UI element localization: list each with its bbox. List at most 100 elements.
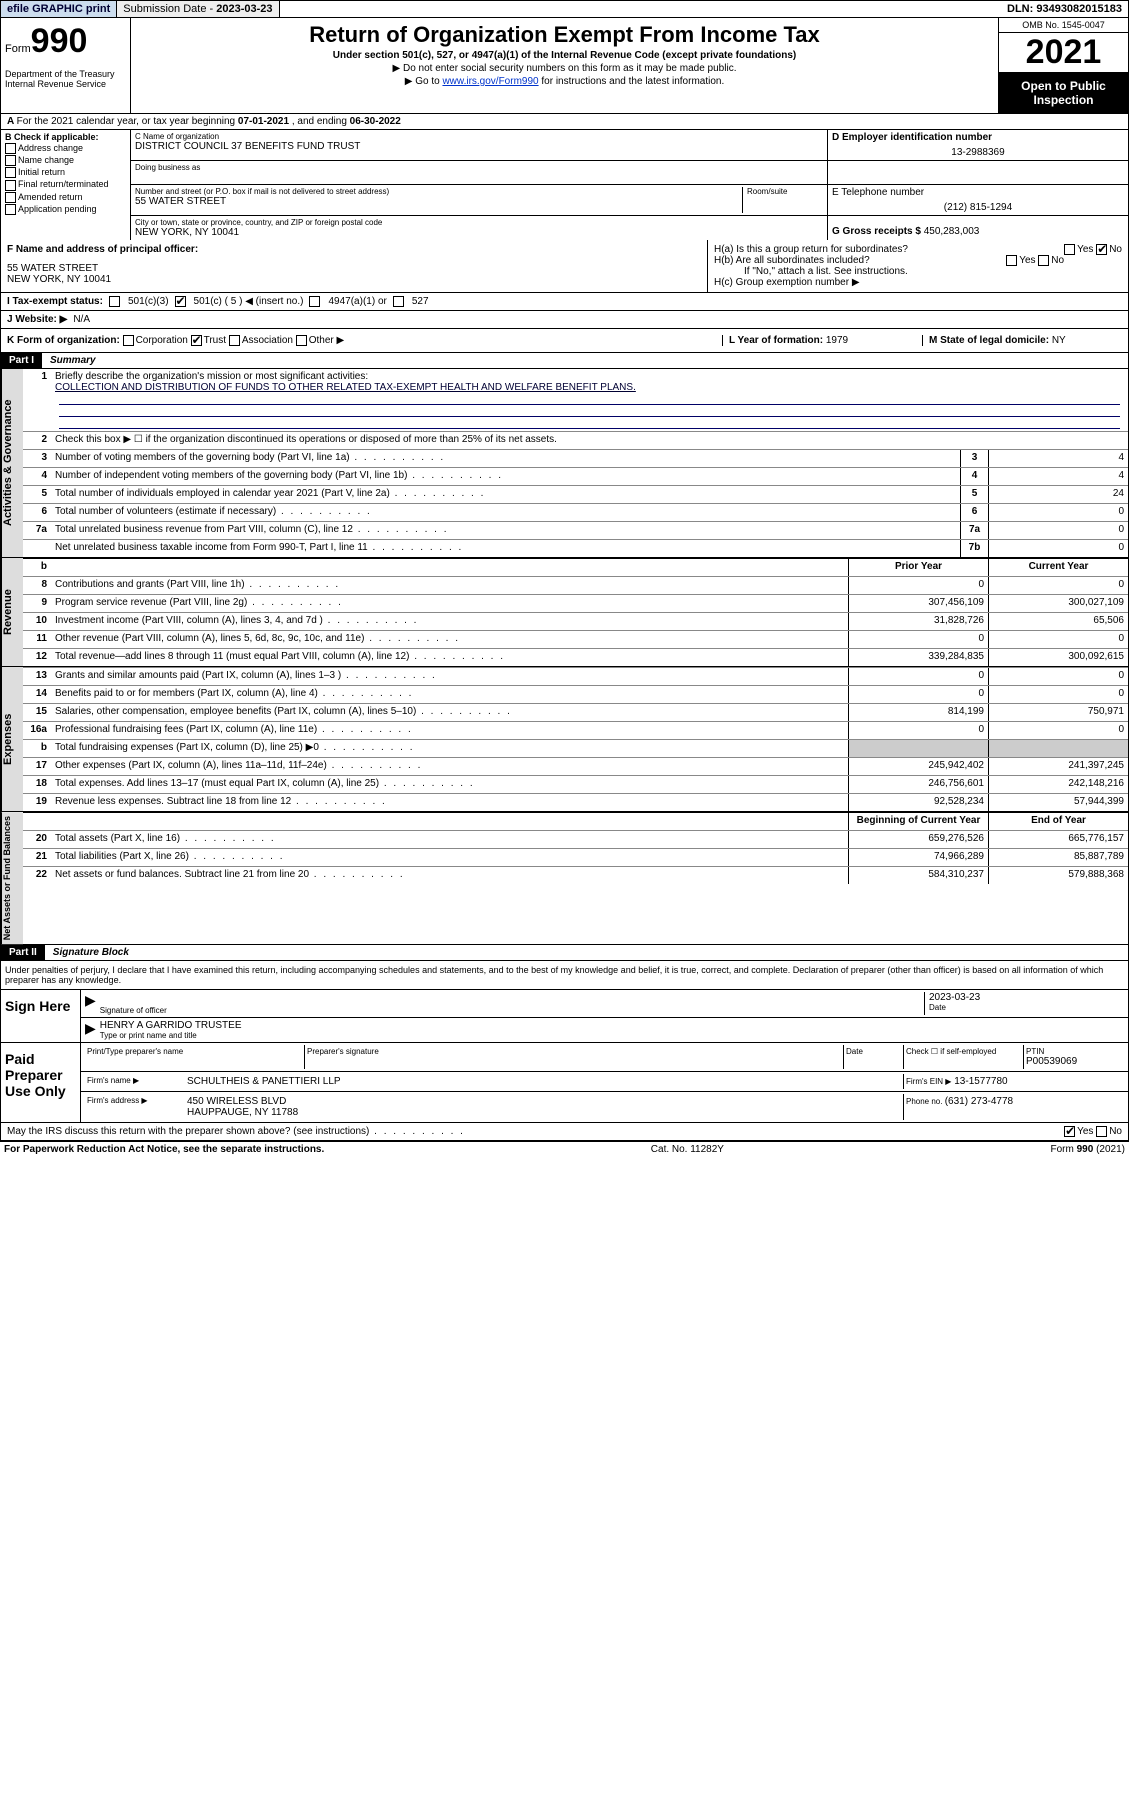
row-klm: K Form of organization: Corporation Trus… xyxy=(0,329,1129,353)
note-ssn: Do not enter social security numbers on … xyxy=(137,63,992,74)
ln-text: Total fundraising expenses (Part IX, col… xyxy=(51,740,848,757)
opt-501c: 501(c) ( 5 ) ◀ (insert no.) xyxy=(194,296,304,307)
prep-date-label: Date xyxy=(844,1045,904,1069)
org-name-label: C Name of organization xyxy=(135,132,823,141)
submission-date: 2023-03-23 xyxy=(216,3,272,15)
cb-initial-return[interactable]: Initial return xyxy=(5,167,126,178)
ln-current: 0 xyxy=(988,686,1128,703)
revenue-body: b Prior Year Current Year 8 Contribution… xyxy=(23,558,1128,666)
part-ii-title: Signature Block xyxy=(45,945,137,960)
ln-num: 15 xyxy=(23,704,51,721)
discuss-no-cb[interactable] xyxy=(1096,1126,1107,1137)
col-begin-hdr: Beginning of Current Year xyxy=(848,813,988,830)
opt-corp: Corporation xyxy=(136,335,188,346)
tel-value: (212) 815-1294 xyxy=(832,202,1124,213)
firm-name-label: Firm's name ▶ xyxy=(85,1074,185,1089)
firm-name: SCHULTHEIS & PANETTIERI LLP xyxy=(185,1074,904,1089)
ln-num: 5 xyxy=(23,486,51,503)
tax-year: 2021 xyxy=(999,33,1128,73)
table-row: 7a Total unrelated business revenue from… xyxy=(23,521,1128,539)
k-form-org: K Form of organization: Corporation Trus… xyxy=(7,335,722,346)
ein-label: D Employer identification number xyxy=(832,132,1124,143)
ein-spacer xyxy=(828,161,1128,184)
sign-body: ▶ Signature of officer 2023-03-23 Date ▶… xyxy=(81,990,1128,1042)
row-a-mid: , and ending xyxy=(289,116,350,127)
ln-num: 4 xyxy=(23,468,51,485)
ha-no-cb[interactable] xyxy=(1096,244,1107,255)
cb-assoc[interactable] xyxy=(229,335,240,346)
ln-current: 0 xyxy=(988,722,1128,739)
cb-final-return[interactable]: Final return/terminated xyxy=(5,179,126,190)
table-row: 16a Professional fundraising fees (Part … xyxy=(23,721,1128,739)
q2-text: Check this box ▶ ☐ if the organization d… xyxy=(51,432,1128,449)
col-cd: C Name of organization DISTRICT COUNCIL … xyxy=(131,130,1128,240)
section-bcd: B Check if applicable: Address change Na… xyxy=(0,130,1129,240)
omb-number: OMB No. 1545-0047 xyxy=(999,18,1128,33)
ln-text: Total number of individuals employed in … xyxy=(51,486,960,503)
j-label: J Website: ▶ xyxy=(7,314,67,325)
firm-addr2: HAUPPAUGE, NY 11788 xyxy=(187,1107,901,1118)
ln-text: Total number of volunteers (estimate if … xyxy=(51,504,960,521)
group-return: H(a) Is this a group return for subordin… xyxy=(708,240,1128,292)
cb-label: Initial return xyxy=(18,167,65,177)
ln-current: 750,971 xyxy=(988,704,1128,721)
cb-other[interactable] xyxy=(296,335,307,346)
firm-ein-label: Firm's EIN ▶ xyxy=(906,1077,951,1086)
row-i: I Tax-exempt status: 501(c)(3) 501(c) ( … xyxy=(0,293,1129,311)
ein-value: 13-2988369 xyxy=(832,147,1124,158)
ln-current: 0 xyxy=(988,577,1128,594)
ty-begin: 07-01-2021 xyxy=(238,116,289,127)
hb-yes-cb[interactable] xyxy=(1006,255,1017,266)
ln-num: 21 xyxy=(23,849,51,866)
officer-addr2: NEW YORK, NY 10041 xyxy=(7,274,701,285)
sig-officer-label: Signature of officer xyxy=(100,1006,924,1015)
ln-prior: 74,966,289 xyxy=(848,849,988,866)
cb-amended[interactable]: Amended return xyxy=(5,192,126,203)
paid-preparer-label: Paid Preparer Use Only xyxy=(1,1043,81,1122)
ln-text: Total revenue—add lines 8 through 11 (mu… xyxy=(51,649,848,666)
table-row: 6 Total number of volunteers (estimate i… xyxy=(23,503,1128,521)
ln-prior xyxy=(848,740,988,757)
prep-row-1: Print/Type preparer's name Preparer's si… xyxy=(81,1043,1128,1072)
cb-label: Application pending xyxy=(18,204,97,214)
ln-prior: 245,942,402 xyxy=(848,758,988,775)
cb-527[interactable] xyxy=(393,296,404,307)
perjury-statement: Under penalties of perjury, I declare th… xyxy=(0,961,1129,990)
efile-print-button[interactable]: efile GRAPHIC print xyxy=(1,1,117,17)
ln-prior: 0 xyxy=(848,577,988,594)
cb-501c3[interactable] xyxy=(109,296,120,307)
dln-value: 93493082015183 xyxy=(1036,3,1122,15)
ha-yes-cb[interactable] xyxy=(1064,244,1075,255)
cb-4947[interactable] xyxy=(309,296,320,307)
hb-no-cb[interactable] xyxy=(1038,255,1049,266)
ln-current: 241,397,245 xyxy=(988,758,1128,775)
cb-corp[interactable] xyxy=(123,335,134,346)
opt-501c3: 501(c)(3) xyxy=(128,296,169,307)
part-i-title: Summary xyxy=(42,353,104,368)
net-body: Beginning of Current Year End of Year 20… xyxy=(23,812,1128,944)
ln-box: 6 xyxy=(960,504,988,521)
hc-row: H(c) Group exemption number ▶ xyxy=(714,277,1122,288)
form-number: Form990 xyxy=(5,22,126,61)
irs-link[interactable]: www.irs.gov/Form990 xyxy=(442,76,538,87)
cb-address-change[interactable]: Address change xyxy=(5,143,126,154)
ln-text: Total unrelated business revenue from Pa… xyxy=(51,522,960,539)
ln-current: 0 xyxy=(988,631,1128,648)
name-title-label: Type or print name and title xyxy=(100,1031,1124,1040)
ln-num: 8 xyxy=(23,577,51,594)
i-label: I Tax-exempt status: xyxy=(7,296,103,307)
table-row: 14 Benefits paid to or for members (Part… xyxy=(23,685,1128,703)
cb-501c[interactable] xyxy=(175,296,186,307)
cb-label: Address change xyxy=(18,143,83,153)
cb-app-pending[interactable]: Application pending xyxy=(5,204,126,215)
cb-name-change[interactable]: Name change xyxy=(5,155,126,166)
gross-value: 450,283,003 xyxy=(924,226,980,237)
ln-num: 12 xyxy=(23,649,51,666)
ty-end: 06-30-2022 xyxy=(350,116,401,127)
ln-num: 13 xyxy=(23,668,51,685)
header-right: OMB No. 1545-0047 2021 Open to Public In… xyxy=(998,18,1128,113)
ptin-label: PTIN xyxy=(1026,1047,1122,1056)
cb-trust[interactable] xyxy=(191,335,202,346)
hb-yes: Yes xyxy=(1019,255,1035,266)
discuss-yes-cb[interactable] xyxy=(1064,1126,1075,1137)
